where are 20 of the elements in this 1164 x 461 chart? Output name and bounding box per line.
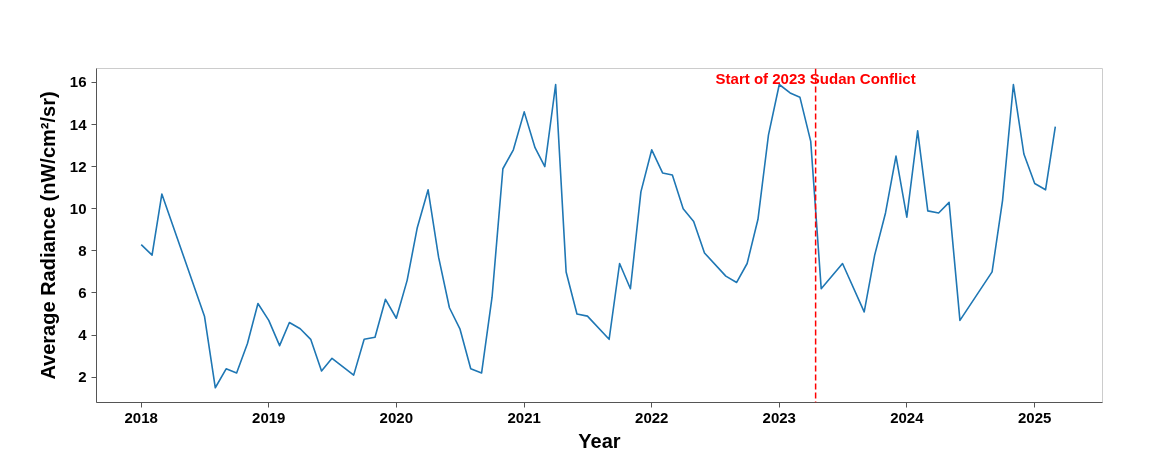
x-tick-label: 2022	[635, 408, 669, 426]
x-tick-label: 2021	[507, 408, 541, 426]
x-tick-label: 2019	[252, 408, 286, 426]
y-tick-label: 12	[69, 157, 87, 175]
x-tick-label: 2020	[379, 408, 413, 426]
x-tick-label: 2025	[1018, 408, 1052, 426]
y-tick-label: 4	[78, 326, 88, 344]
x-tick-label: 2023	[762, 408, 796, 426]
y-tick-label: 16	[69, 73, 87, 91]
x-axis-title: Year	[578, 429, 621, 452]
y-tick-label: 2	[78, 368, 87, 386]
y-tick-label: 10	[69, 199, 87, 217]
y-tick-label: 14	[69, 115, 88, 133]
y-axis-title: Average Radiance (nW/cm²/sr)	[36, 91, 59, 380]
line-series	[140, 83, 1057, 389]
y-tick-label: 6	[78, 283, 87, 301]
x-tick-label: 2018	[124, 408, 158, 426]
y-tick-label: 8	[78, 241, 87, 259]
x-tick-label: 2024	[890, 408, 925, 426]
ref-line-label: Start of 2023 Sudan Conflict	[715, 69, 916, 87]
